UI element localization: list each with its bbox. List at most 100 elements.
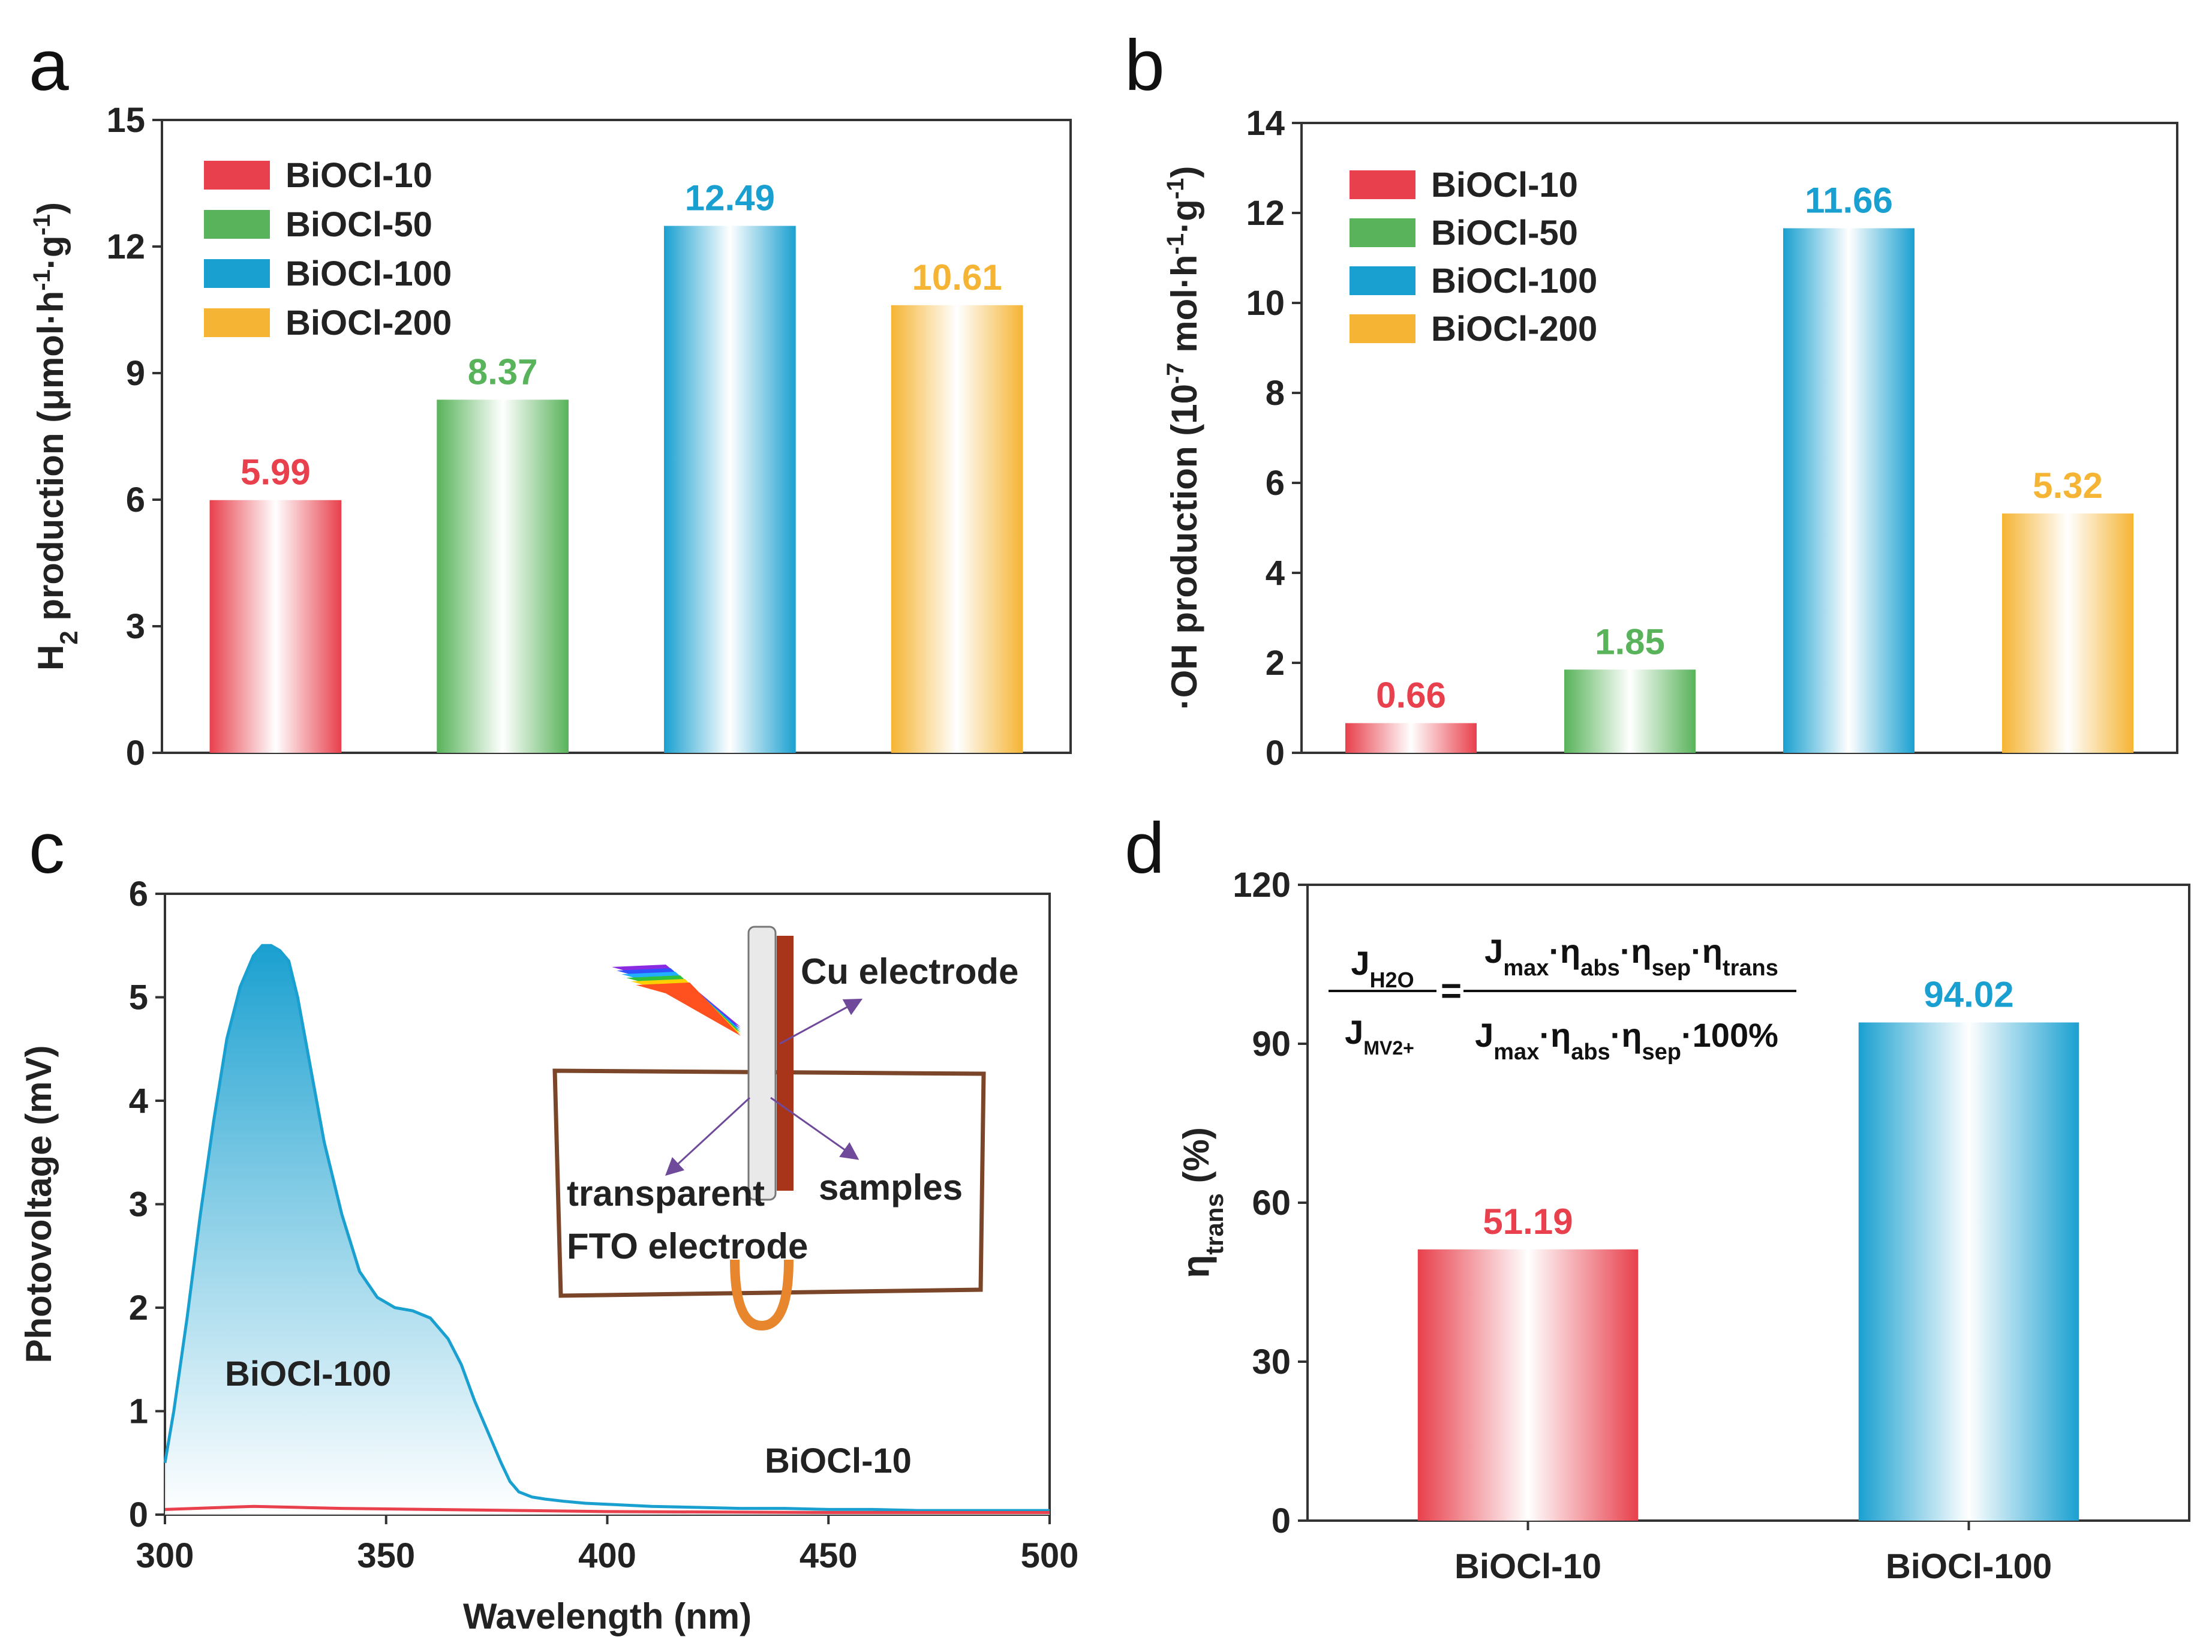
text-span: -7 (1162, 362, 1189, 384)
legend-swatch (204, 259, 270, 288)
text-span: ·η (1691, 932, 1723, 970)
plot-frame (161, 119, 1072, 754)
inset-label-transparent: transparent (567, 1173, 765, 1214)
y-tick-label: 0 (1272, 1501, 1291, 1540)
text-span: trans (1723, 956, 1778, 981)
text-span: sep (1642, 1040, 1681, 1065)
legend-swatch (1350, 170, 1415, 199)
arrow-samples (770, 1097, 859, 1160)
line-bioci-10 (164, 1504, 1050, 1515)
y-tick-label: 6 (129, 875, 148, 914)
bar-biocl-10 (209, 500, 342, 753)
y-tick-label: 120 (1233, 866, 1291, 905)
text-span: ·η (1549, 932, 1580, 970)
inset-label-fto: FTO electrode (567, 1226, 808, 1266)
text-span: -1 (29, 269, 55, 291)
bar-value-label: 1.85 (1595, 621, 1665, 662)
legend-label: BiOCl-50 (285, 205, 432, 244)
panel-d: d030609012051.19BiOCl-1094.02BiOCl-100ηt… (1125, 808, 2190, 1586)
y-tick-label: 1 (129, 1392, 148, 1431)
text-span: ·g (31, 236, 71, 270)
bar-biocl-200 (2002, 513, 2133, 753)
legend-swatch (204, 308, 270, 337)
y-tick-label: 12 (1246, 194, 1285, 233)
y-axis-title: H2 production (μmol·h-1·g-1) (29, 202, 83, 671)
text-span: 2 (55, 630, 83, 644)
curve-label-bioci-100: BiOCl-100 (225, 1354, 391, 1393)
legend-label: BiOCl-50 (1431, 214, 1578, 253)
legend-swatch (204, 161, 270, 190)
y-tick-label: 14 (1246, 104, 1285, 143)
text-span: H2O (1370, 968, 1414, 992)
line-bioci-100 (163, 944, 1050, 1512)
panel-a: a 0 3 6 9 12 15 5.99 8.37 12.49 10.61 BiOCl-10 BiOCl… (29, 25, 1072, 773)
inset-label-samples: samples (819, 1167, 963, 1208)
fto-electrode (747, 926, 777, 1201)
eq-rhs-numerator: Jmax·ηabs·ηsep·ηtrans (1484, 932, 1778, 981)
x-tick-label: BiOCl-100 (1886, 1547, 2052, 1586)
text-span: mol·h (1164, 254, 1204, 362)
y-tick-label: 10 (1246, 284, 1285, 323)
text-span: abs (1571, 1040, 1610, 1065)
text-span: sep (1652, 956, 1691, 981)
bar-biocl-50 (437, 400, 569, 753)
legend-label: BiOCl-10 (285, 156, 432, 195)
text-span: ·η (1620, 932, 1652, 970)
x-axis-title: Wavelength (nm) (463, 1596, 752, 1636)
text-span: J (1475, 1016, 1493, 1054)
text-span: ·η (1610, 1016, 1642, 1054)
text-span: ·OH production (10 (1164, 384, 1204, 710)
x-tick-label: 450 (800, 1536, 858, 1575)
bar-biocl-10 (1417, 1249, 1639, 1521)
text-span: ) (31, 202, 71, 214)
text-span: production (μmol·h (31, 291, 71, 631)
wire-connector (730, 1259, 794, 1331)
y-tick-label: 2 (1266, 644, 1285, 683)
y-tick-label: 30 (1252, 1342, 1291, 1381)
cu-electrode (777, 936, 794, 1191)
bar-biocl-50 (1564, 669, 1696, 753)
legend-swatch (1350, 218, 1415, 247)
bar-biocl-10 (1345, 723, 1477, 753)
y-tick-label: 60 (1252, 1184, 1291, 1223)
y-axis-title: ·OH production (10-7 mol·h-1·g-1) (1162, 166, 1204, 710)
bar-value-label: 12.49 (685, 178, 775, 218)
y-axis-title: Photovoltage (mV) (19, 1045, 59, 1363)
y-tick-label: 6 (1266, 464, 1285, 503)
text-span: -1 (29, 214, 55, 236)
text-span: max (1493, 1040, 1539, 1065)
inset-circuit-frame (552, 1068, 986, 1298)
bar-value-label: 11.66 (1805, 181, 1893, 221)
plot-frame (1300, 122, 2178, 754)
y-tick-label: 6 (126, 480, 145, 519)
text-span: abs (1580, 956, 1619, 981)
text-span: ·100% (1681, 1016, 1778, 1054)
bar-value-label: 5.99 (241, 452, 311, 492)
text-span: H (31, 645, 71, 671)
bar-value-label: 0.66 (1376, 675, 1446, 716)
y-tick-label: 0 (129, 1495, 148, 1534)
y-tick-label: 9 (126, 354, 145, 393)
y-tick-label: 3 (126, 607, 145, 646)
bar-biocl-100 (1783, 228, 1915, 753)
bar-value-label: 51.19 (1483, 1202, 1573, 1242)
y-tick-label: 0 (126, 734, 145, 773)
eq-lhs-numerator: JH2O (1351, 944, 1414, 992)
text-span: J (1484, 932, 1503, 970)
panel-b: b 0 2 4 6 8 10 12 14 0.66 1.85 11.66 5.32 BiOCl-10 BiO… (1125, 25, 2178, 773)
text-span: ·η (1539, 1016, 1571, 1054)
inset-label-cu: Cu electrode (801, 951, 1018, 992)
legend-label: BiOCl-200 (1431, 310, 1597, 349)
y-tick-label: 4 (129, 1082, 148, 1121)
panel-letter-a: a (29, 25, 69, 106)
legend-label: BiOCl-100 (1431, 262, 1597, 301)
arrow-cu (779, 998, 863, 1045)
text-span: (%) (1176, 1127, 1216, 1193)
eq-equals: = (1441, 971, 1462, 1011)
area-bioci-100 (165, 945, 1050, 1515)
panel-letter-d: d (1125, 808, 1165, 888)
legend-swatch (1350, 314, 1415, 343)
text-span: max (1503, 956, 1549, 981)
bar-biocl-100 (664, 226, 796, 753)
text-span: J (1345, 1013, 1363, 1051)
